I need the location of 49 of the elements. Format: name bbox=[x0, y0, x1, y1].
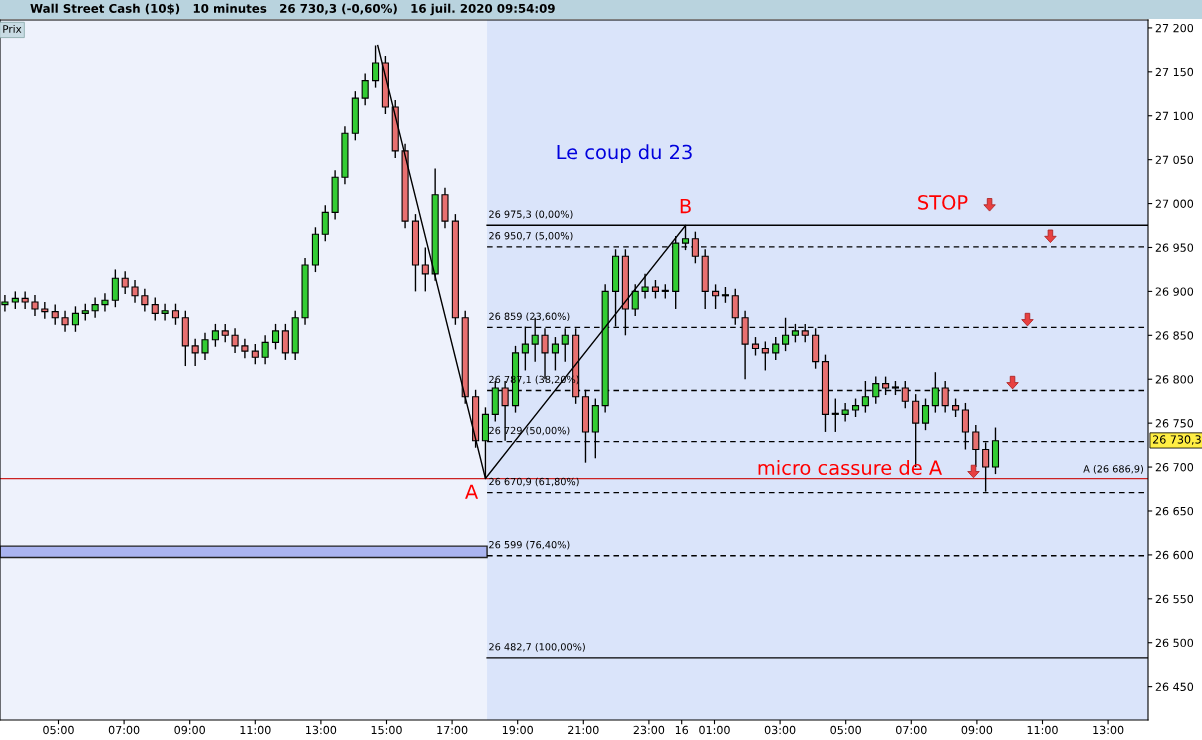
y-tick-label: 27 150 bbox=[1155, 67, 1194, 77]
annotation: 26 730,3 bbox=[1152, 435, 1201, 445]
annotation: Le coup du 23 bbox=[557, 144, 692, 164]
y-tick-label: 26 850 bbox=[1155, 331, 1194, 340]
y-tick-label: 26 700 bbox=[1155, 463, 1194, 472]
ref-line-label: 26 599 (76,40%) bbox=[489, 540, 570, 550]
ref-line-label: 26 859 (23,60%) bbox=[489, 312, 570, 322]
y-tick-label: 26 900 bbox=[1155, 287, 1194, 296]
x-tick-label: 15:00 bbox=[371, 725, 402, 735]
annotation: B bbox=[680, 198, 691, 214]
y-tick-label: 26 450 bbox=[1155, 682, 1194, 692]
y-tick-label: 26 750 bbox=[1155, 419, 1194, 428]
x-tick-label: 17:00 bbox=[437, 725, 468, 735]
annotation: STOP bbox=[918, 195, 968, 210]
y-tick-label: 26 950 bbox=[1155, 243, 1194, 252]
ref-line-label: 26 482,7 (100,00%) bbox=[489, 642, 585, 652]
x-tick-label: 07:00 bbox=[108, 725, 140, 735]
y-tick-label: 27 200 bbox=[1155, 23, 1194, 33]
x-tick-label: 07:00 bbox=[896, 725, 927, 735]
y-tick-label: 26 800 bbox=[1155, 375, 1194, 384]
ref-line-label: 26 950,7 (5,00%) bbox=[489, 231, 573, 241]
chart-title: Wall Street Cash (10$) 10 minutes 26 730,3 (-0,60%) 16 juil. 2020 09:54:09 bbox=[30, 3, 555, 16]
x-tick-label: 09:00 bbox=[961, 725, 993, 735]
annotation: Prix bbox=[3, 24, 22, 33]
x-tick-label: 11:00 bbox=[240, 725, 271, 735]
annotation: micro cassure de A bbox=[758, 460, 943, 476]
x-tick-label: 05:00 bbox=[830, 725, 861, 735]
x-tick-label: 05:00 bbox=[43, 725, 74, 735]
ref-line-label: 26 975,3 (0,00%) bbox=[489, 210, 573, 219]
x-tick-label: 13:00 bbox=[306, 725, 337, 735]
x-tick-label: 19:00 bbox=[502, 725, 533, 735]
y-tick-label: 26 600 bbox=[1155, 550, 1194, 560]
y-tick-label: 26 500 bbox=[1155, 638, 1194, 648]
x-tick-label: 13:00 bbox=[1093, 725, 1124, 735]
y-tick-label: 27 100 bbox=[1155, 111, 1194, 121]
x-tick-label: 21:00 bbox=[568, 725, 599, 735]
ref-line-label: 26 670,9 (61,80%) bbox=[489, 477, 579, 487]
y-tick-label: 27 050 bbox=[1155, 155, 1194, 165]
x-tick-label: 01:00 bbox=[699, 725, 730, 735]
x-tick-label: 09:00 bbox=[174, 725, 205, 735]
annotation: A bbox=[465, 484, 479, 499]
x-tick-label: 03:00 bbox=[764, 725, 796, 735]
x-tick-label: 11:00 bbox=[1027, 725, 1058, 735]
x-tick-label: 23:00 bbox=[633, 725, 665, 735]
ref-line-label: A (26 686,9) bbox=[1083, 465, 1143, 474]
y-tick-label: 26 650 bbox=[1155, 506, 1194, 516]
y-tick-label: 26 550 bbox=[1155, 594, 1194, 604]
y-tick-label: 27 000 bbox=[1155, 199, 1194, 208]
x-tick-label: 16 bbox=[675, 725, 689, 735]
